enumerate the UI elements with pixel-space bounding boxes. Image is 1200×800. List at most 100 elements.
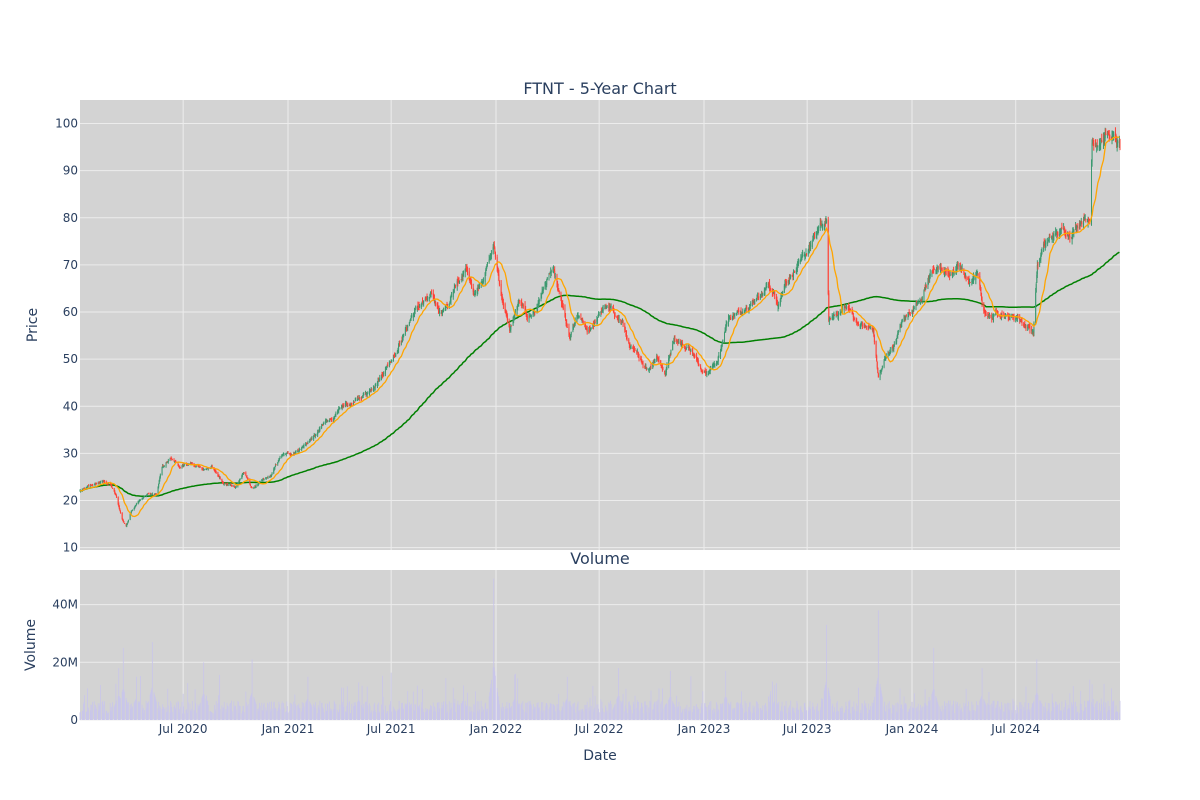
candle-body <box>814 232 816 235</box>
volume-bar <box>770 691 772 720</box>
candle-body <box>836 314 838 316</box>
candle-body <box>937 267 939 270</box>
volume-bar <box>1101 704 1103 720</box>
candle-body <box>525 311 527 316</box>
candle-body <box>713 365 715 367</box>
volume-bar <box>219 674 221 720</box>
volume-bar <box>418 706 419 720</box>
candle-body <box>856 323 858 325</box>
candle-body <box>203 469 205 471</box>
volume-bar <box>329 701 330 720</box>
candle-body <box>489 255 491 258</box>
volume-bar <box>650 702 651 720</box>
volume-bar <box>137 701 139 720</box>
volume-bar <box>478 701 480 720</box>
volume-bar <box>668 699 670 720</box>
candle-body <box>642 364 644 366</box>
volume-bar <box>461 703 463 720</box>
candle-body <box>227 484 229 486</box>
candle-body <box>558 290 560 292</box>
volume-bar <box>506 708 508 720</box>
candle-body <box>893 345 895 350</box>
candle-body <box>656 355 658 360</box>
volume-bar <box>626 713 628 720</box>
volume-bar <box>544 710 546 720</box>
volume-bar <box>983 699 985 720</box>
candle-body <box>309 440 311 443</box>
candle-body <box>226 483 228 485</box>
volume-bar <box>549 707 550 720</box>
candle-body <box>474 292 476 294</box>
candle-body <box>945 271 947 272</box>
x-axis-ticks: Jul 2020 Jan 2021 Jul 2021 Jan 2022 Jul 2022… <box>158 722 1040 736</box>
candle-body <box>345 403 347 406</box>
candle-body <box>218 475 220 478</box>
volume-bar <box>159 707 161 720</box>
candle-body <box>706 374 708 375</box>
volume-bar <box>238 701 239 720</box>
candle-body <box>398 343 400 347</box>
candle-body <box>995 312 997 316</box>
candle-body <box>297 450 299 452</box>
volume-bar <box>905 704 907 720</box>
candle-body <box>469 277 471 281</box>
candle-body <box>274 466 276 469</box>
volume-bar <box>337 709 338 720</box>
volume-bar <box>939 706 941 720</box>
volume-bar <box>612 709 614 720</box>
volume-bar <box>459 705 460 720</box>
volume-bar <box>869 709 871 720</box>
volume-bar <box>186 712 188 720</box>
volume-bar <box>937 704 939 720</box>
volume-bar <box>860 712 862 720</box>
volume-bar <box>135 698 137 720</box>
volume-bar <box>110 710 112 720</box>
volume-bar <box>1055 701 1057 720</box>
volume-bar <box>107 713 109 720</box>
candle-body <box>484 272 486 282</box>
candle-body <box>955 267 957 271</box>
candle-body <box>867 325 869 328</box>
candle-body <box>303 445 305 447</box>
volume-bar <box>279 709 281 720</box>
volume-bar <box>323 712 325 720</box>
candle-body <box>945 270 947 272</box>
volume-bar <box>724 697 726 720</box>
volume-bar <box>234 705 236 720</box>
volume-bar <box>864 700 866 720</box>
volume-bar <box>577 703 578 720</box>
volume-bar <box>399 708 401 720</box>
candle-body <box>704 369 706 372</box>
candle-body <box>624 325 626 330</box>
candle-body <box>832 315 834 317</box>
candle-body <box>581 320 583 321</box>
candle-body <box>211 466 213 467</box>
volume-title: Volume <box>570 549 630 568</box>
volume-bar <box>704 703 705 720</box>
candle-body <box>158 480 160 484</box>
volume-bar <box>716 711 718 720</box>
candle-body <box>282 453 284 455</box>
volume-bar <box>1103 702 1104 720</box>
candle-body <box>287 452 289 454</box>
volume-bar <box>1052 703 1054 720</box>
candle-body <box>680 344 682 346</box>
volume-gridlines <box>80 570 1120 721</box>
volume-bar <box>277 707 279 720</box>
candle-body <box>502 302 504 306</box>
candle-body <box>561 299 563 304</box>
candle-body <box>952 270 954 275</box>
candle-body <box>588 328 590 330</box>
volume-bar <box>1100 698 1102 720</box>
volume-bar <box>921 707 923 720</box>
volume-bar <box>937 702 939 720</box>
candle-body <box>831 317 833 320</box>
volume-bar <box>876 684 878 720</box>
candle-body <box>877 368 879 374</box>
volume-bar <box>375 712 377 720</box>
volume-bar <box>661 712 663 720</box>
candle-body <box>162 465 164 467</box>
x-tick-label: Jul 2023 <box>782 722 832 736</box>
volume-bar <box>669 670 671 720</box>
volume-bar <box>395 711 397 720</box>
